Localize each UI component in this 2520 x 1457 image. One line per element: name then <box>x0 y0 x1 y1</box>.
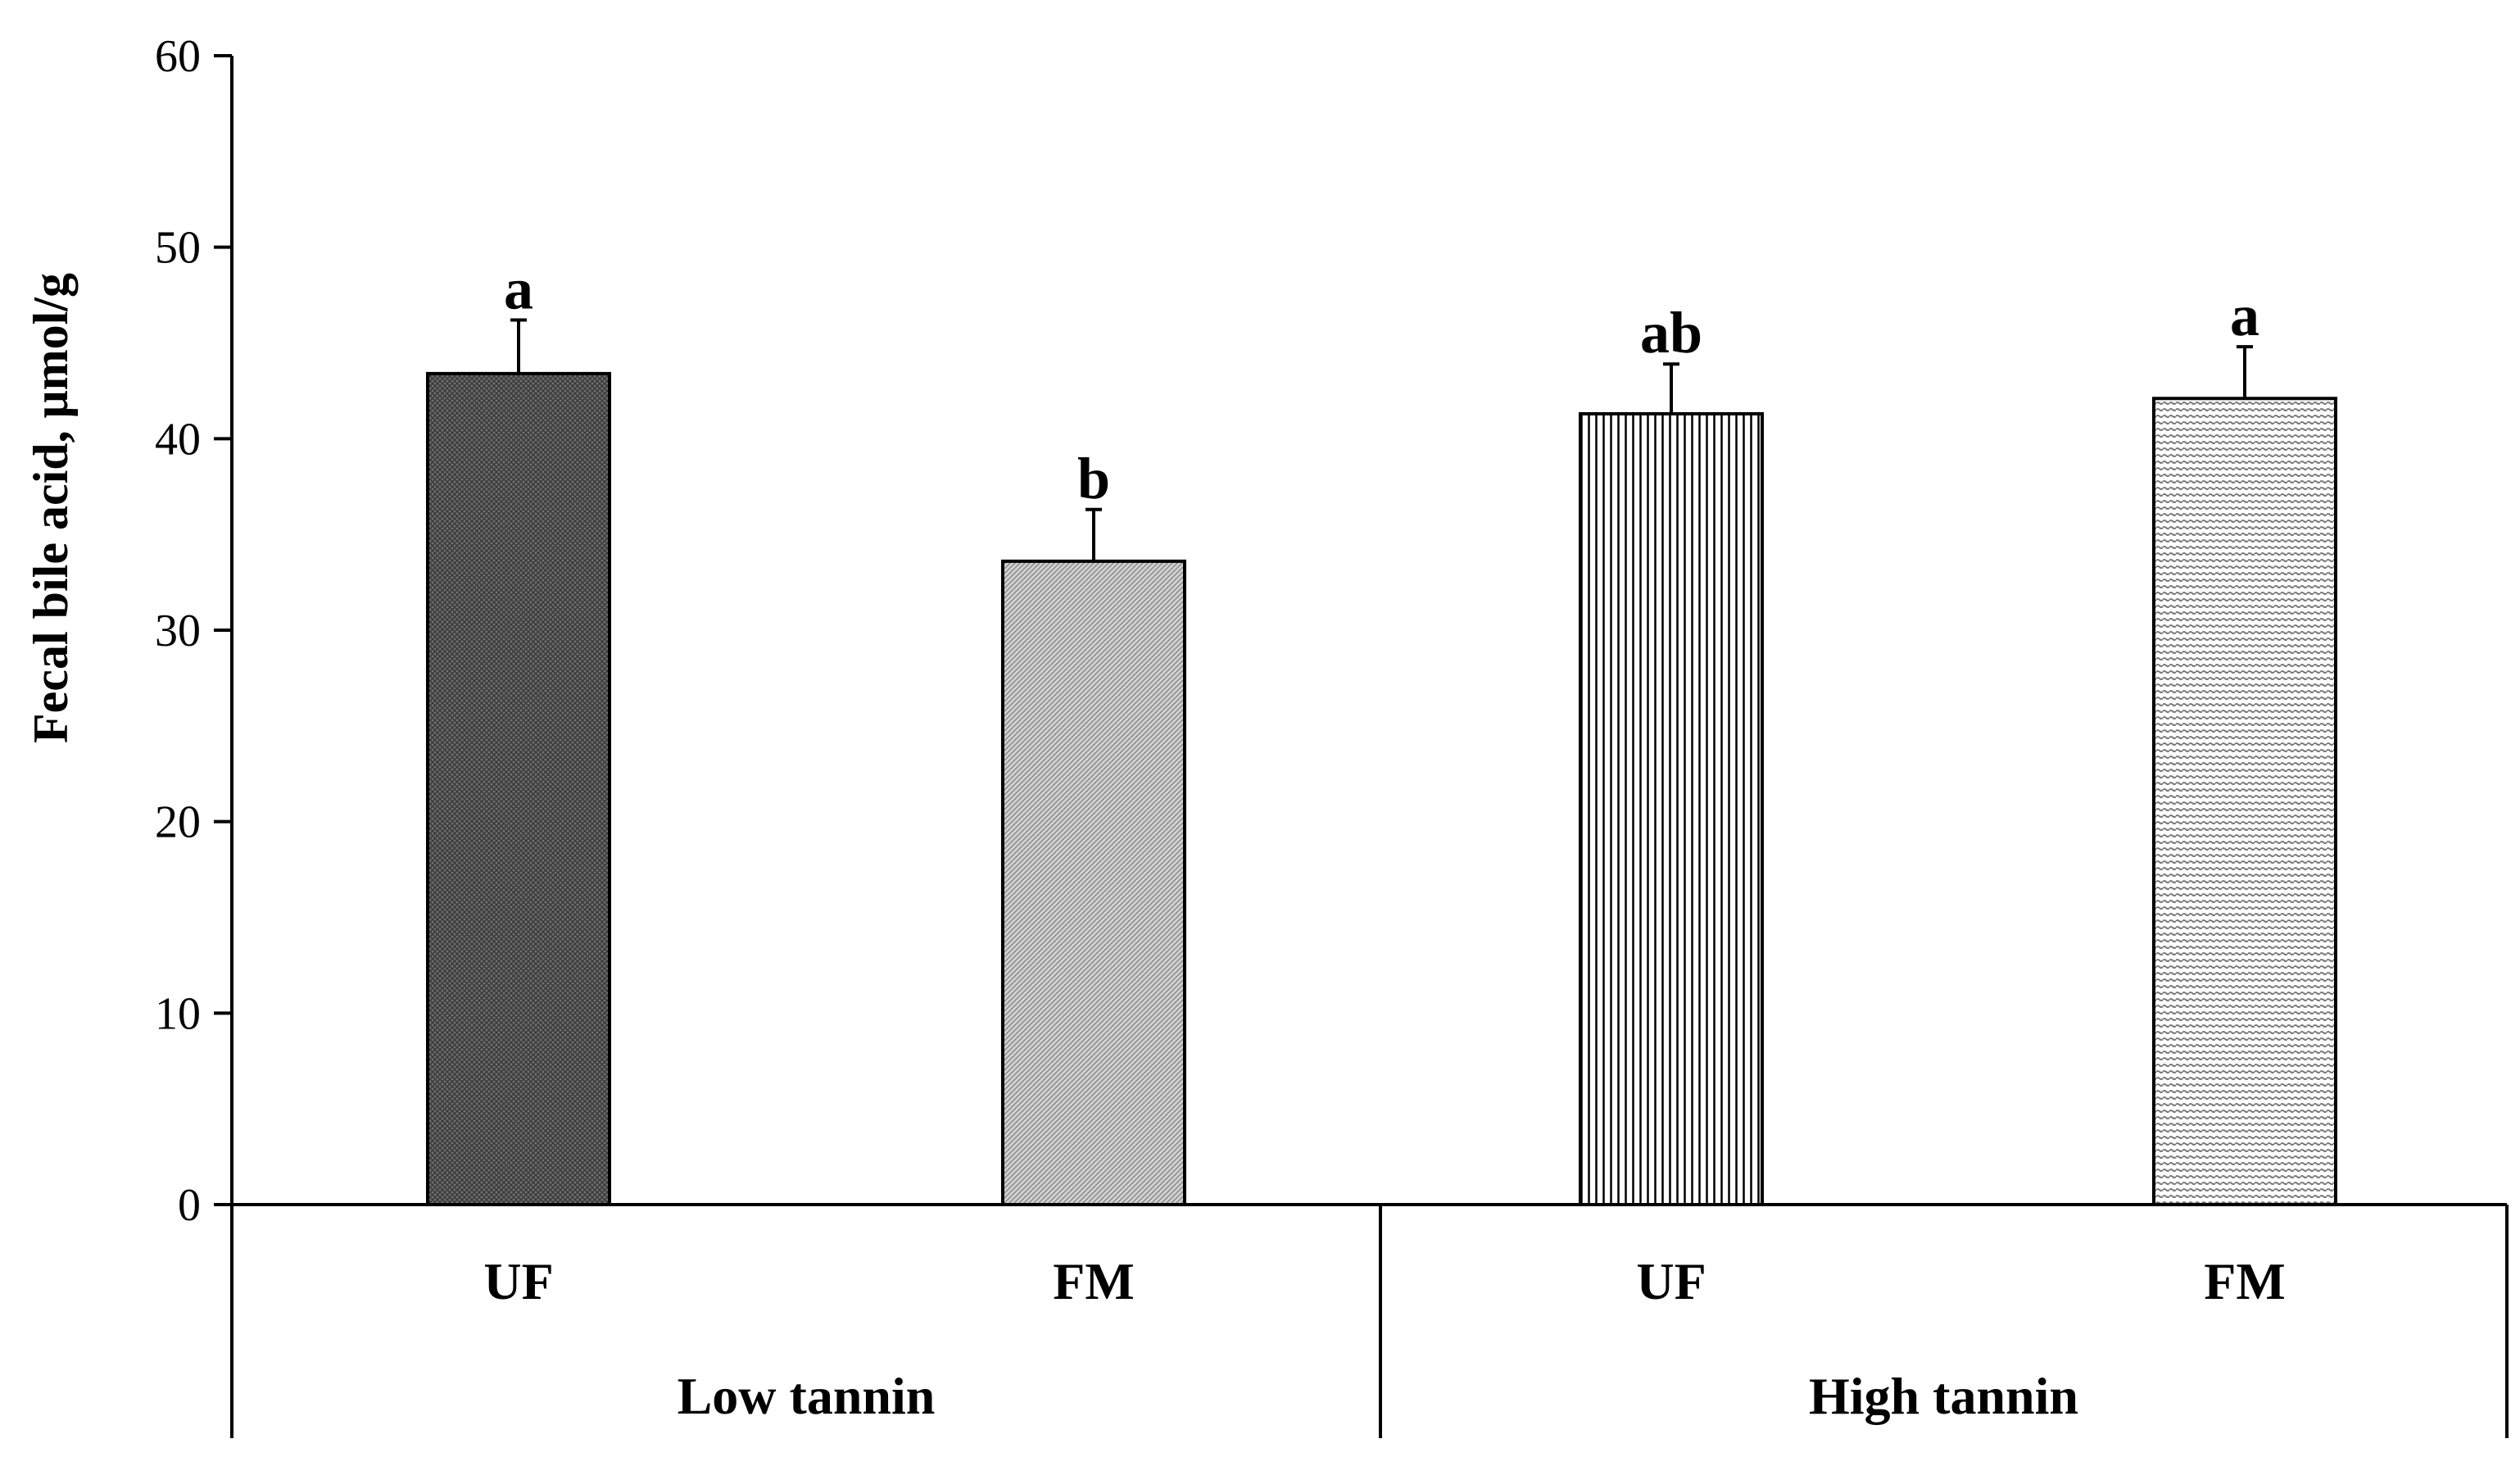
y-tick-label: 60 <box>155 31 201 82</box>
y-tick-label: 30 <box>155 606 201 656</box>
bar-low-tannin-fm <box>1001 559 1186 1206</box>
bar-high-tannin-fm <box>2152 397 2337 1207</box>
y-axis-title: Fecal bile acid, μmol/g <box>24 273 78 743</box>
x-axis: UF FM Low tannin UF FM High tannin <box>232 1203 2509 1438</box>
category-label: FM <box>1053 1252 1135 1310</box>
significance-label: b <box>1077 446 1110 511</box>
y-tick-label: 20 <box>155 797 201 848</box>
y-tick-label: 0 <box>178 1180 201 1231</box>
significance-label: a <box>2230 283 2259 348</box>
y-tick-label: 50 <box>155 223 201 274</box>
significance-label: ab <box>1640 300 1702 365</box>
bar-low-tannin-uf <box>426 371 611 1206</box>
group-label: Low tannin <box>678 1367 936 1425</box>
significance-label: a <box>504 256 533 321</box>
y-tick-label: 10 <box>155 988 201 1039</box>
bar-high-tannin-uf <box>1579 411 1764 1206</box>
category-label: FM <box>2204 1252 2286 1310</box>
category-label: UF <box>1636 1252 1706 1310</box>
y-tick-label: 40 <box>155 414 201 465</box>
category-label: UF <box>483 1252 553 1310</box>
y-axis: 0 10 20 30 40 50 60 <box>155 31 233 1438</box>
group-label: High tannin <box>1809 1367 2078 1425</box>
